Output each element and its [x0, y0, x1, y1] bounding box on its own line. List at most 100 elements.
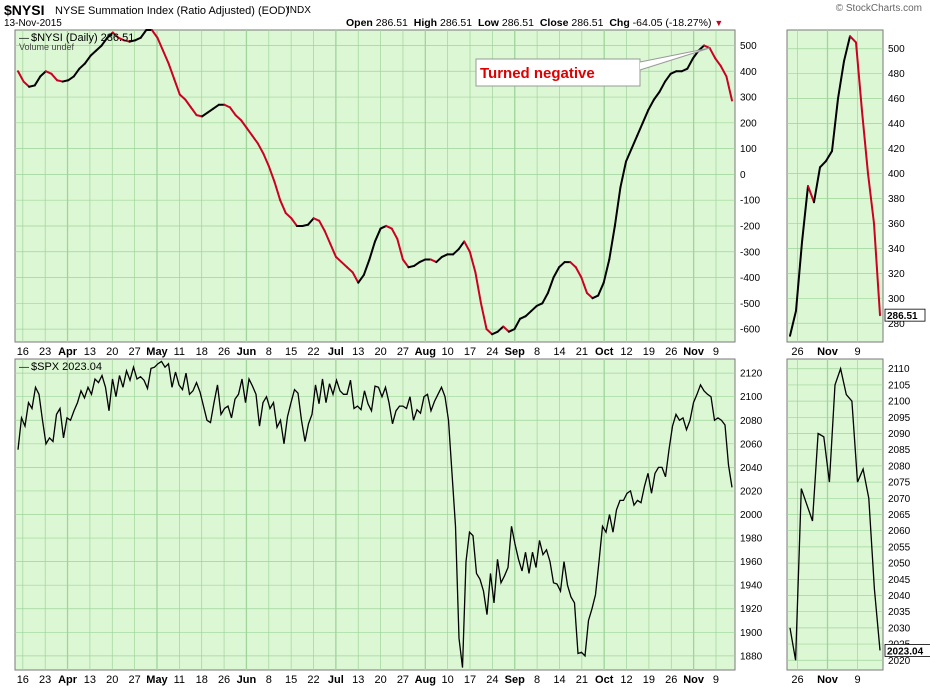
spx-main-xtick: 27: [129, 674, 141, 686]
nysi-zoom-ytick: 400: [888, 169, 905, 180]
nysi-main-xtick: Nov: [683, 346, 705, 358]
nysi-main-segment: [268, 165, 276, 184]
spx-zoom-ytick: 2100: [888, 397, 911, 408]
spx-main-xtick: 24: [486, 674, 498, 686]
nysi-zoom-xtick: 26: [791, 346, 803, 358]
nysi-main-segment: [100, 36, 109, 47]
nysi-zoom-xtick: Nov: [817, 346, 839, 358]
nysi-main-segment: [714, 57, 722, 68]
nysi-main-segment: [290, 217, 298, 227]
nysi-main-segment: [546, 276, 555, 295]
nysi-main-segment: [569, 261, 577, 269]
nysi-main-xtick: 23: [39, 346, 51, 358]
spx-main-xtick: 15: [285, 674, 297, 686]
nysi-zoom-segment: [795, 241, 803, 312]
nysi-main-xtick: 12: [620, 346, 632, 358]
spx-zoom-xtick: 26: [791, 674, 803, 686]
nysi-main-ytick: -600: [740, 325, 760, 336]
nysi-zoom-panel: [786, 29, 884, 343]
nysi-main-segment: [608, 224, 616, 261]
nysi-main-xtick: Aug: [415, 346, 436, 358]
nysi-main-segment: [719, 65, 728, 78]
nysi-main-segment: [251, 134, 259, 145]
nysi-main-xtick: 21: [576, 346, 588, 358]
nysi-main-xtick: Sep: [505, 346, 525, 358]
nysi-main-segment: [206, 107, 215, 114]
nysi-main-segment: [502, 325, 510, 333]
brand-watermark: © StockCharts.com: [835, 3, 922, 14]
nysi-main-segment: [541, 292, 549, 305]
spx-main-xtick: Jul: [328, 674, 344, 686]
nysi-main-ytick: 100: [740, 144, 757, 155]
nysi-legend-swatch: —: [19, 33, 29, 44]
spx-main-ytick: 1880: [740, 651, 763, 662]
nysi-zoom-ytick: 320: [888, 269, 905, 280]
nysi-main-segment: [513, 317, 522, 331]
nysi-main-segment: [613, 186, 622, 227]
nysi-zoom-ytick: 420: [888, 144, 905, 155]
spx-main-xtick: 11: [174, 674, 185, 686]
nysi-main-segment: [491, 330, 499, 336]
nysi-main-segment: [630, 134, 639, 150]
spx-main-ytick: 1900: [740, 628, 763, 639]
nysi-zoom-segment: [801, 185, 809, 244]
nysi-zoom-last-value-box: [884, 308, 926, 322]
nysi-zoom-ytick: 340: [888, 244, 905, 255]
nysi-main-segment: [552, 266, 561, 279]
nysi-main-segment: [134, 36, 142, 42]
spx-main-ytick: 2020: [740, 486, 763, 497]
nysi-main-segment: [50, 72, 59, 82]
volume-legend: Volume undef: [19, 42, 75, 52]
spx-main-line: [17, 360, 733, 668]
spx-main-xtick: Sep: [505, 674, 525, 686]
spx-main-ytick: 1920: [740, 604, 763, 615]
nysi-zoom-segment: [807, 185, 815, 204]
spx-main-xtick: 20: [374, 674, 386, 686]
nysi-main-segment: [580, 276, 588, 295]
nysi-main-segment: [106, 31, 114, 39]
spx-main-ytick: 2100: [740, 392, 763, 403]
nysi-main-segment: [463, 240, 471, 253]
nysi-main-segment: [17, 70, 25, 83]
spx-main-xtick: Jun: [237, 674, 257, 686]
nysi-main-segment: [647, 98, 655, 111]
nysi-main-segment: [67, 75, 75, 82]
nysi-main-segment: [346, 266, 354, 274]
nysi-main-segment: [357, 273, 365, 284]
nysi-main-segment: [173, 77, 181, 96]
spx-main-ytick: 1960: [740, 557, 763, 568]
nysi-main-ytick: 300: [740, 93, 757, 104]
nysi-main-segment: [440, 253, 449, 258]
nysi-main-segment: [83, 54, 92, 65]
nysi-main-xtick: 22: [307, 346, 319, 358]
nysi-main-ytick: -400: [740, 273, 760, 284]
nysi-main-xtick: 20: [374, 346, 386, 358]
nysi-main-segment: [284, 212, 293, 220]
nysi-main-segment: [212, 103, 220, 110]
spx-zoom-ytick: 2095: [888, 413, 911, 424]
nysi-main-segment: [201, 111, 209, 118]
spx-main-xtick: Apr: [58, 674, 78, 686]
nysi-main-ytick: -200: [740, 221, 760, 232]
nysi-main-segment: [162, 49, 170, 65]
nysi-main-segment: [78, 62, 86, 70]
high-value: 286.51: [439, 17, 473, 29]
nysi-main-segment: [619, 160, 628, 189]
nysi-main-xtick: Jun: [237, 346, 257, 358]
nysi-main-segment: [507, 328, 516, 333]
nysi-main-segment: [139, 29, 148, 39]
nysi-main-ytick: 0: [740, 170, 746, 181]
spx-main-xtick: 14: [553, 674, 565, 686]
annotation-pointer: [639, 47, 710, 71]
nysi-main-segment: [228, 106, 237, 117]
spx-main-xtick: May: [146, 674, 168, 686]
nysi-zoom-ytick: 280: [888, 319, 905, 330]
nysi-main-xtick: 27: [397, 346, 409, 358]
nysi-main-xtick: 18: [196, 346, 208, 358]
nysi-main-xtick: 8: [534, 346, 540, 358]
nysi-main-xtick: Oct: [595, 346, 614, 358]
nysi-main-segment: [234, 114, 243, 122]
close-label: Close: [539, 17, 569, 29]
spx-main-xtick: 12: [620, 674, 632, 686]
nysi-main-segment: [184, 98, 192, 109]
